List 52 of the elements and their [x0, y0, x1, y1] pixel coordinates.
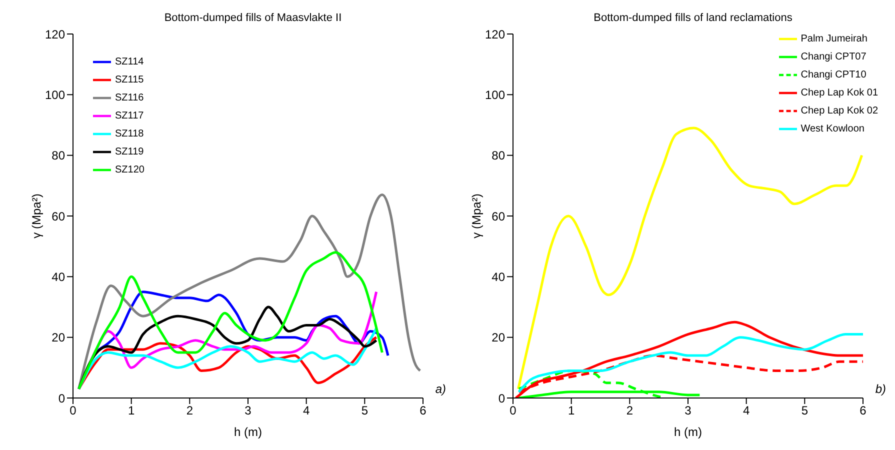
x-tick-label: 1 [128, 404, 135, 418]
chart-title: Bottom-dumped fills of land reclamations [592, 12, 794, 24]
x-tick-label: 2 [186, 404, 194, 418]
text: b) [875, 382, 886, 396]
x-axis-title: h (m) [234, 425, 262, 439]
x-tick-label: 3 [244, 404, 252, 418]
legend-label: SZ118 [115, 128, 144, 140]
y-tick-label: 0 [58, 391, 66, 406]
y-tick-label: 100 [44, 88, 66, 102]
x-tick-label: 6 [420, 404, 427, 418]
legend-label: SZ117 [115, 110, 144, 122]
x-tick-label: 3 [684, 404, 692, 418]
legend-label: SZ114 [115, 56, 144, 68]
line-series [78, 251, 384, 390]
y-tick-label: 20 [52, 330, 66, 345]
x-tick-label: 4 [302, 404, 310, 418]
legend-label: SZ115 [115, 74, 144, 86]
y-tick-label: 0 [498, 391, 506, 406]
y-tick-label: 80 [492, 148, 506, 163]
legend-label: Chep Lap Kok 02 [800, 106, 878, 117]
y-tick-label: 80 [52, 148, 66, 163]
x-tick-label: 2 [626, 404, 634, 418]
x-tick-label: 6 [860, 404, 867, 418]
x-tick-label: 5 [361, 404, 368, 418]
legend-label: West Kowloon [800, 124, 864, 135]
y-axis-title: γ (Mpa²) [29, 194, 44, 238]
chart-title: Bottom-dumped fills of Maasvlakte II [163, 12, 343, 24]
y-tick-label: 40 [492, 270, 506, 284]
y-axis-title: γ (Mpa²) [469, 194, 484, 238]
line-series [78, 194, 422, 390]
x-tick-label: 4 [742, 404, 750, 418]
x-tick-label: 1 [568, 404, 575, 418]
y-tick-label: 100 [484, 88, 506, 102]
x-tick-label: 0 [510, 404, 517, 418]
x-axis-title: h (m) [674, 425, 702, 439]
text: a) [435, 382, 446, 396]
y-tick-label: 40 [52, 270, 66, 284]
y-tick-label: 120 [44, 27, 66, 42]
y-tick-label: 60 [52, 209, 66, 224]
x-tick-label: 5 [801, 404, 808, 418]
y-tick-label: 60 [492, 209, 506, 224]
legend-label: Palm Jumeirah [800, 34, 868, 45]
legend-label: SZ119 [115, 146, 144, 158]
legend-label: Chep Lap Kok 01 [800, 88, 878, 99]
legend-label: Changi CPT10 [800, 70, 866, 81]
legend-label: SZ120 [115, 164, 144, 176]
legend-label: Changi CPT07 [800, 52, 866, 63]
x-tick-label: 0 [70, 404, 77, 418]
y-tick-label: 20 [492, 330, 506, 345]
line-series [518, 333, 863, 394]
legend-label: SZ116 [115, 92, 144, 104]
y-tick-label: 120 [484, 27, 506, 42]
